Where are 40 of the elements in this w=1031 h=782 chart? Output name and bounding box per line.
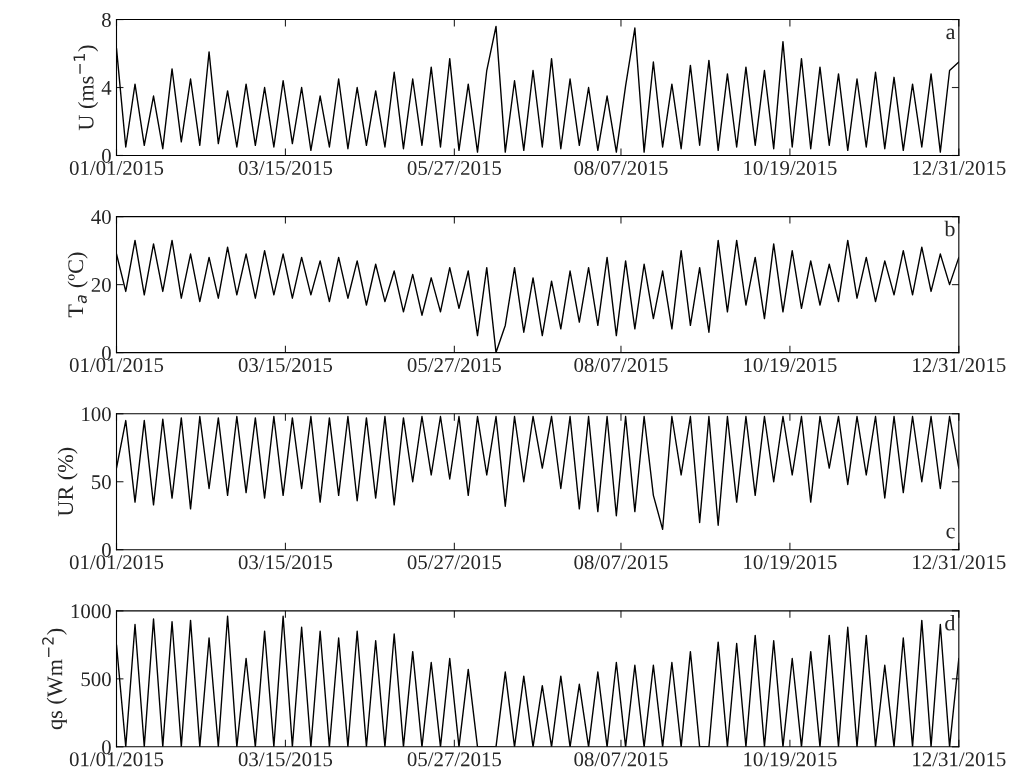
x-tick-label: 08/07/2015 [574, 555, 668, 570]
y-tick-label: 4 [101, 81, 112, 95]
x-tick-label: 03/15/2015 [238, 358, 333, 373]
y-tick-label: 40 [91, 210, 111, 225]
y-tick-label: 0 [102, 345, 111, 361]
x-tick-label: 03/15/2015 [238, 160, 333, 176]
x-tick-label: 10/19/2015 [744, 555, 837, 570]
y-tick-label: 100 [82, 407, 111, 422]
x-tick-label: 08/07/2015 [574, 160, 668, 176]
y-tick-label: 50 [92, 475, 111, 490]
y-tick-label: 0 [102, 148, 111, 163]
y-axis-title: UR (%) [57, 447, 78, 517]
y-tick-label: 500 [81, 672, 111, 687]
x-tick-label: 12/31/2015 [913, 358, 1006, 373]
x-tick-label: 12/31/2015 [913, 555, 1006, 570]
x-tick-label: 10/19/2015 [744, 358, 837, 373]
x-tick-label: 05/27/2015 [407, 555, 501, 570]
x-tick-label: 08/07/2015 [574, 752, 668, 767]
annotation: d [945, 614, 956, 631]
x-tick-label: 03/15/2015 [238, 752, 333, 767]
x-tick-label: 08/07/2015 [574, 358, 668, 373]
x-tick-label: 01/01/2015 [69, 160, 164, 176]
x-tick-label: 05/27/2015 [407, 160, 501, 176]
x-tick-label: 10/19/2015 [744, 752, 837, 767]
annotation: b [944, 220, 955, 237]
y-axis-title: qs (Wm$^{−2}$) [42, 628, 67, 730]
y-tick-label: 8 [102, 12, 111, 27]
x-tick-label: 10/19/2015 [744, 160, 837, 176]
x-tick-label: 05/27/2015 [407, 752, 501, 767]
x-tick-label: 01/01/2015 [69, 358, 164, 373]
annotation: a [946, 28, 956, 40]
y-tick-label: 1000 [71, 604, 111, 619]
x-tick-label: 12/31/2015 [913, 752, 1006, 767]
x-tick-label: 03/15/2015 [238, 555, 333, 570]
y-tick-label: 20 [91, 278, 111, 293]
x-tick-label: 12/31/2015 [913, 160, 1006, 176]
x-tick-label: 05/27/2015 [407, 358, 501, 373]
y-axis-title: T$_{a}$ (ºC) [67, 252, 88, 318]
annotation: c [946, 527, 955, 539]
y-axis-title: U (ms$^{−1}$) [73, 45, 99, 131]
